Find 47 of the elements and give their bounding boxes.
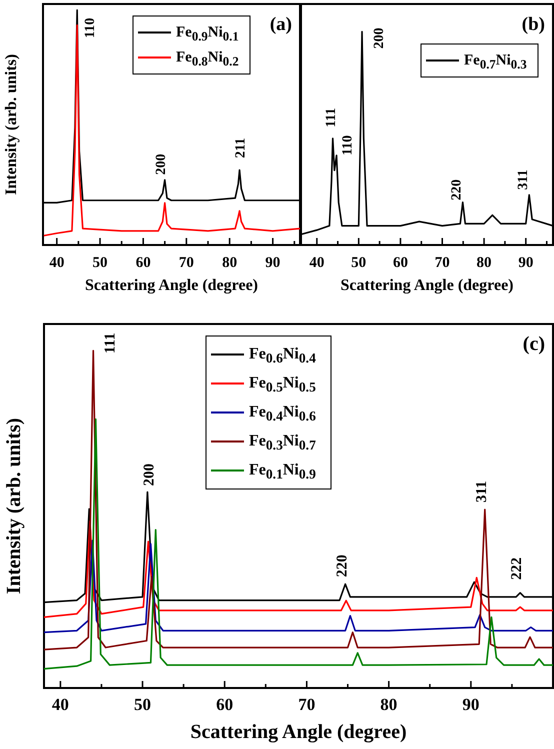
annotation: 311 [516, 170, 532, 190]
annotation: 222 [509, 557, 526, 580]
annotation: 110 [340, 135, 356, 156]
x-tick-label: 90 [265, 255, 280, 271]
annotation: 220 [450, 179, 465, 200]
annotation: 220 [334, 554, 350, 578]
x-tick-label: 70 [178, 255, 194, 271]
x-tick-label: 90 [518, 255, 534, 271]
x-tick-label: 60 [392, 255, 408, 271]
legend-label: Fe$_{0.9}$Ni$_{0.1}$ [176, 24, 239, 44]
x-tick-label: 80 [380, 695, 398, 714]
annotation: 200 [372, 28, 388, 49]
chart-title: (b) [522, 14, 545, 35]
x-tick-label: 70 [298, 695, 316, 714]
y-axis-title: Intensity (arb. units) [3, 418, 25, 594]
legend-label: Fe$_{0.5}$Ni$_{0.5}$ [249, 374, 316, 395]
x-axis-title: Scattering Angle (degree) [340, 277, 514, 294]
y-axis-title: Intensity (arb. units) [3, 54, 20, 195]
chart-title: (c) [522, 333, 545, 355]
x-tick-label: 60 [136, 255, 151, 271]
annotation: 311 [474, 480, 490, 503]
x-axis-title: Scattering Angle (degree) [190, 721, 407, 743]
legend-label: Fe$_{0.8}$Ni$_{0.2}$ [176, 50, 239, 68]
x-tick-label: 80 [222, 255, 238, 271]
x-tick-label: 80 [476, 255, 492, 271]
x-axis-title: Scattering Angle (degree) [85, 277, 258, 294]
annotation: 211 [234, 138, 249, 158]
legend-label: Fe$_{0.7}$Ni$_{0.3}$ [464, 52, 527, 72]
x-tick-label: 40 [52, 695, 69, 714]
legend-label: Fe$_{0.6}$Ni$_{0.4}$ [249, 346, 316, 366]
x-tick-label: 50 [351, 255, 366, 271]
legend-label: Fe$_{0.3}$Ni$_{0.7}$ [249, 432, 316, 453]
x-tick-label: 50 [134, 695, 152, 714]
annotation: 111 [102, 332, 118, 354]
annotation: 200 [141, 464, 158, 486]
x-tick-label: 60 [216, 695, 234, 714]
x-tick-label: 70 [434, 255, 450, 271]
x-tick-label: 40 [309, 255, 324, 271]
legend-label: Fe$_{0.1}$Ni$_{0.9}$ [249, 462, 316, 482]
annotation: 200 [154, 154, 169, 175]
annotation: 110 [83, 18, 98, 38]
chart-title: (a) [270, 14, 292, 35]
annotation: 111 [324, 108, 339, 128]
x-tick-label: 40 [49, 255, 64, 271]
x-tick-label: 90 [462, 695, 480, 714]
x-tick-label: 50 [92, 255, 108, 271]
legend-label: Fe$_{0.4}$Ni$_{0.6}$ [249, 404, 316, 424]
